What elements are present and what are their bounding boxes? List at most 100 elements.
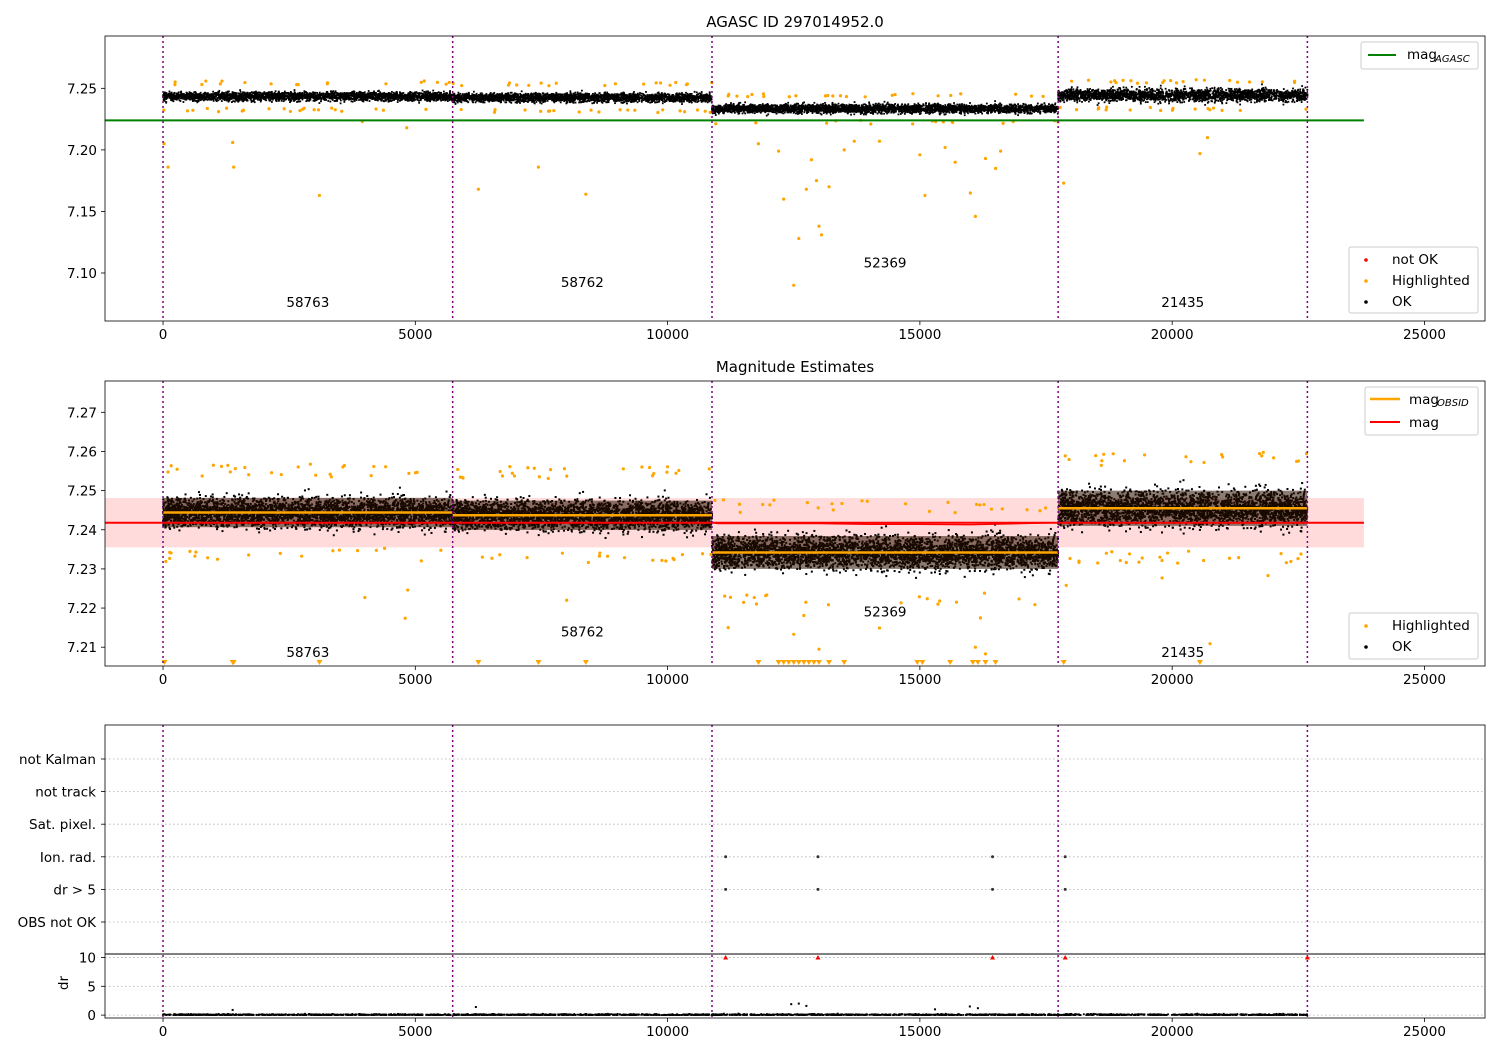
ok-point [349, 98, 352, 101]
ok-point [382, 96, 385, 99]
ok-point [164, 93, 167, 96]
ok-point [309, 98, 311, 101]
ok-point [359, 92, 362, 94]
ok-point [272, 97, 275, 100]
ok-point [479, 100, 482, 103]
ok-point [562, 95, 565, 98]
ok-point [261, 93, 264, 95]
ok-point [704, 96, 707, 98]
ok-point [496, 93, 499, 95]
ok-point [654, 101, 656, 104]
ok-point [392, 91, 395, 94]
ok-point [569, 100, 572, 103]
ok-point [416, 99, 419, 101]
ok-point [565, 95, 568, 98]
ok-point [473, 99, 475, 101]
ok-point [326, 90, 329, 93]
ok-point [660, 95, 663, 98]
ok-point [600, 97, 603, 100]
ok-point [568, 99, 571, 101]
ok-point [562, 93, 564, 96]
ok-point [382, 93, 385, 95]
ok-point [662, 97, 664, 100]
ok-point [435, 99, 438, 102]
ok-point [449, 90, 451, 92]
ok-point [565, 98, 568, 101]
ok-point [522, 98, 525, 100]
ok-point [557, 96, 560, 99]
ok-point [282, 92, 285, 95]
ok-point [434, 97, 437, 100]
ok-point [196, 101, 199, 104]
ok-point [186, 96, 189, 99]
ok-point [643, 94, 645, 96]
ok-point [464, 99, 467, 102]
ok-point [366, 99, 369, 102]
ok-point [336, 97, 339, 99]
ok-point [379, 95, 382, 98]
ok-point [513, 92, 516, 95]
ok-point [539, 96, 542, 99]
highlighted-point [267, 107, 271, 111]
ok-point [490, 95, 492, 98]
ok-point [410, 99, 413, 101]
ok-point [241, 95, 244, 98]
ok-point [204, 97, 207, 100]
ok-point [190, 98, 192, 101]
ok-point [490, 97, 493, 100]
ok-point [621, 97, 624, 100]
ok-point [587, 97, 590, 100]
ok-point [582, 101, 585, 103]
ok-point [682, 98, 685, 100]
ok-point [298, 95, 301, 98]
ok-point [350, 97, 353, 99]
ok-point [201, 97, 204, 100]
ok-point [697, 99, 700, 102]
ok-point [675, 95, 678, 98]
ok-point [449, 92, 452, 95]
ok-point [200, 98, 203, 101]
ok-point [219, 98, 221, 101]
ok-point [253, 101, 256, 104]
highlighted-point [633, 108, 637, 112]
ok-point [293, 100, 296, 102]
ok-point [406, 97, 409, 100]
ok-point [227, 100, 230, 103]
ok-point [270, 96, 273, 99]
ok-point [405, 95, 408, 98]
ok-point [218, 93, 221, 96]
ok-point [194, 91, 197, 93]
ok-point [578, 99, 581, 102]
ok-point [277, 95, 279, 97]
ok-point [350, 100, 353, 103]
ok-point [431, 98, 434, 101]
ok-point [275, 100, 278, 103]
ok-point [397, 94, 400, 97]
ok-point [180, 93, 183, 96]
ok-point [450, 96, 453, 99]
ok-point [490, 96, 492, 99]
ok-point [256, 96, 258, 99]
ok-point [224, 95, 226, 98]
ok-point [663, 96, 665, 99]
ok-point [633, 100, 635, 103]
ok-point [323, 99, 326, 101]
ok-point [251, 96, 253, 99]
ok-point [345, 97, 347, 100]
ok-point [202, 99, 205, 102]
ok-point [221, 97, 224, 100]
ok-point [167, 92, 170, 95]
ok-point [348, 97, 351, 100]
ok-point [179, 100, 182, 102]
ok-point [587, 98, 590, 101]
ok-point [706, 101, 709, 104]
ok-point [640, 94, 643, 97]
ok-point [648, 94, 651, 97]
ok-point [419, 97, 422, 100]
ok-point [681, 103, 683, 105]
ok-point [616, 94, 619, 97]
ok-point [482, 99, 485, 102]
ok-point [702, 95, 705, 98]
ok-point [352, 98, 354, 101]
ok-point [704, 99, 706, 102]
